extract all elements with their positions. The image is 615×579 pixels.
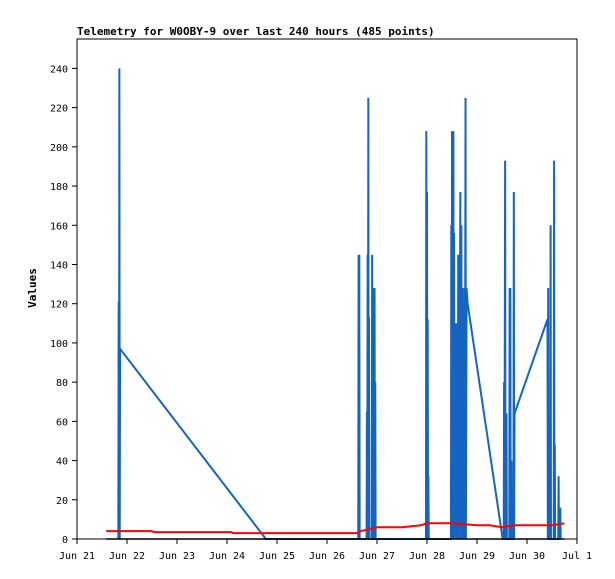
x-tick-label: Jun 21: [59, 551, 95, 562]
x-tick-label: Jun 27: [359, 551, 395, 562]
y-tick-label: 120: [50, 300, 68, 311]
x-tick-label: Jun 30: [509, 551, 545, 562]
series-layer: [106, 68, 565, 540]
x-tick-label: Jun 28: [409, 551, 445, 562]
x-axis: Jun 21 Jun 22 Jun 23 Jun 24 Jun 25 Jun 26 Jun …: [59, 539, 592, 562]
y-axis: 0 20 40 60 80 100 120 140 160 180 200 220 240: [50, 64, 77, 546]
series-line-1: [117, 68, 562, 540]
y-tick-label: 40: [56, 457, 68, 468]
y-tick-label: 220: [50, 104, 68, 115]
y-tick-label: 160: [50, 221, 68, 232]
y-tick-label: 180: [50, 182, 68, 193]
series-line-2: [106, 522, 565, 535]
x-tick-label: Jun 25: [259, 551, 295, 562]
x-tick-label: Jun 29: [459, 551, 495, 562]
x-tick-label: Jun 22: [109, 551, 145, 562]
y-tick-label: 60: [56, 417, 68, 428]
x-tick-label: Jun 24: [209, 551, 245, 562]
y-tick-label: 240: [50, 64, 68, 75]
y-tick-label: 140: [50, 260, 68, 271]
plot-area-frame: [76, 38, 578, 540]
x-tick-label: Jun 26: [309, 551, 345, 562]
y-axis-label: Values: [26, 268, 39, 308]
chart-title: Telemetry for W0OBY-9 over last 240 hour…: [77, 25, 435, 38]
x-tick-label: Jun 23: [159, 551, 195, 562]
x-tick-label: Jul 1: [562, 551, 592, 562]
y-tick-label: 20: [56, 496, 68, 507]
y-tick-label: 100: [50, 339, 68, 350]
y-tick-label: 0: [62, 535, 68, 546]
y-tick-label: 80: [56, 378, 68, 389]
y-tick-label: 200: [50, 143, 68, 154]
